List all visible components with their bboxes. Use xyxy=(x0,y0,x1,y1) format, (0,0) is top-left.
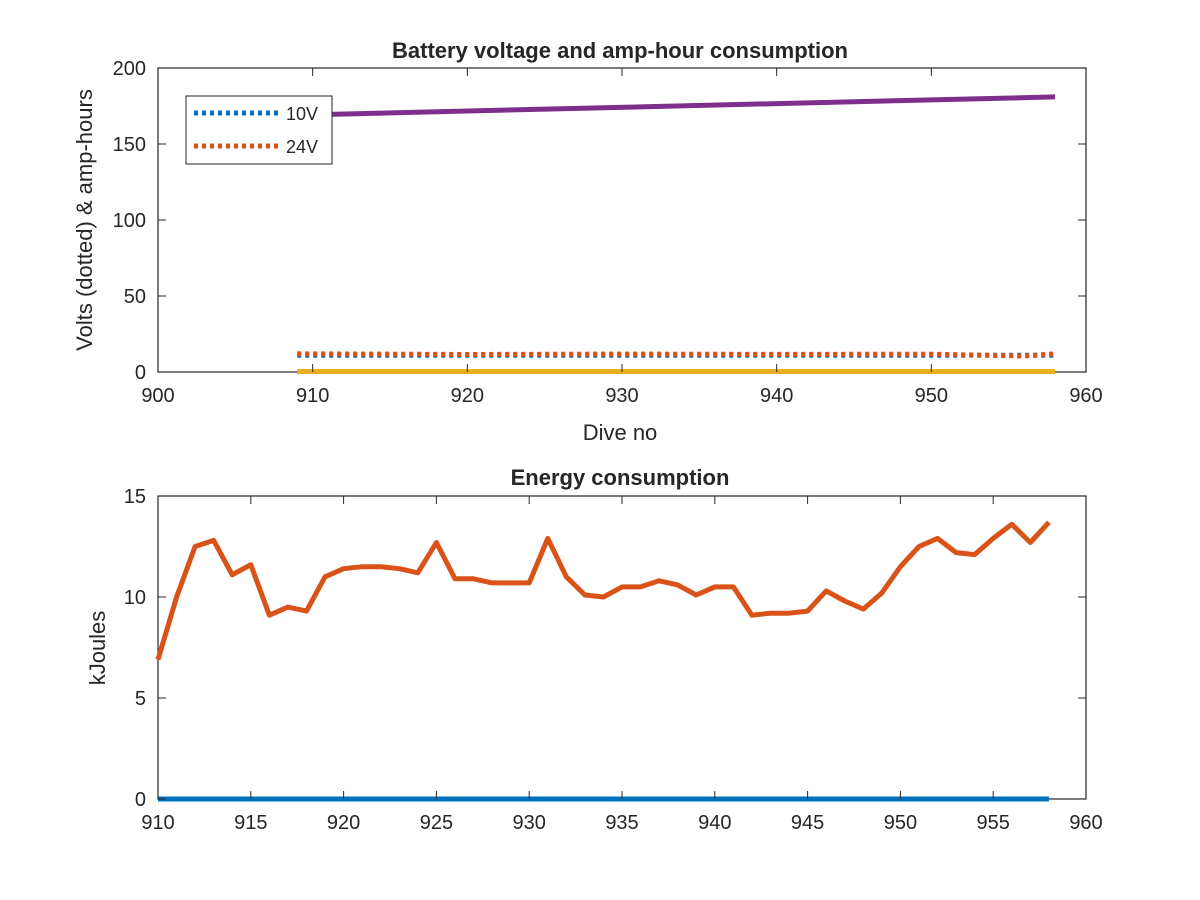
y-tick-label: 100 xyxy=(113,210,146,232)
chart-title: Energy consumption xyxy=(511,465,730,490)
y-tick-label: 0 xyxy=(135,789,146,811)
y-tick-label: 50 xyxy=(124,286,146,308)
x-tick-label: 960 xyxy=(1069,812,1102,834)
x-tick-label: 930 xyxy=(513,812,546,834)
x-tick-label: 915 xyxy=(234,812,267,834)
legend-label-24v: 24V xyxy=(286,137,318,157)
y-tick-label: 15 xyxy=(124,486,146,508)
y-axis-label: kJoules xyxy=(85,611,110,686)
x-tick-label: 920 xyxy=(327,812,360,834)
x-tick-label: 910 xyxy=(141,812,174,834)
y-tick-label: 200 xyxy=(113,58,146,80)
x-tick-label: 940 xyxy=(698,812,731,834)
x-tick-label: 945 xyxy=(791,812,824,834)
x-tick-label: 940 xyxy=(760,385,793,407)
series-line-3 xyxy=(297,94,1056,118)
y-axis-label: Volts (dotted) & amp-hours xyxy=(72,89,97,351)
x-tick-label: 955 xyxy=(977,812,1010,834)
ticks-layer: 900 910 920 930 940 950 960 0 50 100 150 200 xyxy=(113,58,1103,407)
x-tick-label: 950 xyxy=(915,385,948,407)
y-tick-label: 10 xyxy=(124,587,146,609)
x-tick-label: 935 xyxy=(605,812,638,834)
x-tick-label: 960 xyxy=(1069,385,1102,407)
y-tick-label: 5 xyxy=(135,688,146,710)
plot-area xyxy=(157,495,1087,800)
ticks-layer: 910 915 920 925 930 935 940 945 950 955 960 0 5 10 15 xyxy=(124,486,1103,834)
legend-label-10v: 10V xyxy=(286,104,318,124)
y-tick-label: 150 xyxy=(113,134,146,156)
x-axis-label: Dive no xyxy=(583,420,658,445)
legend-box xyxy=(185,95,333,165)
x-tick-label: 900 xyxy=(141,385,174,407)
x-tick-label: 930 xyxy=(605,385,638,407)
series-line-24v xyxy=(297,351,1056,359)
series-layer xyxy=(297,94,1056,374)
x-tick-label: 950 xyxy=(884,812,917,834)
chart-title: Battery voltage and amp-hour consumption xyxy=(392,38,848,63)
x-tick-label: 925 xyxy=(420,812,453,834)
series-line-1 xyxy=(155,520,1051,661)
battery-voltage-chart: Battery voltage and amp-hour consumption… xyxy=(72,38,1103,445)
x-tick-label: 910 xyxy=(296,385,329,407)
x-tick-label: 920 xyxy=(451,385,484,407)
legend: 10V 24V xyxy=(185,95,333,165)
energy-consumption-chart: Energy consumption 910 915 920 925 930 935 940… xyxy=(85,465,1103,834)
y-tick-label: 0 xyxy=(135,362,146,384)
